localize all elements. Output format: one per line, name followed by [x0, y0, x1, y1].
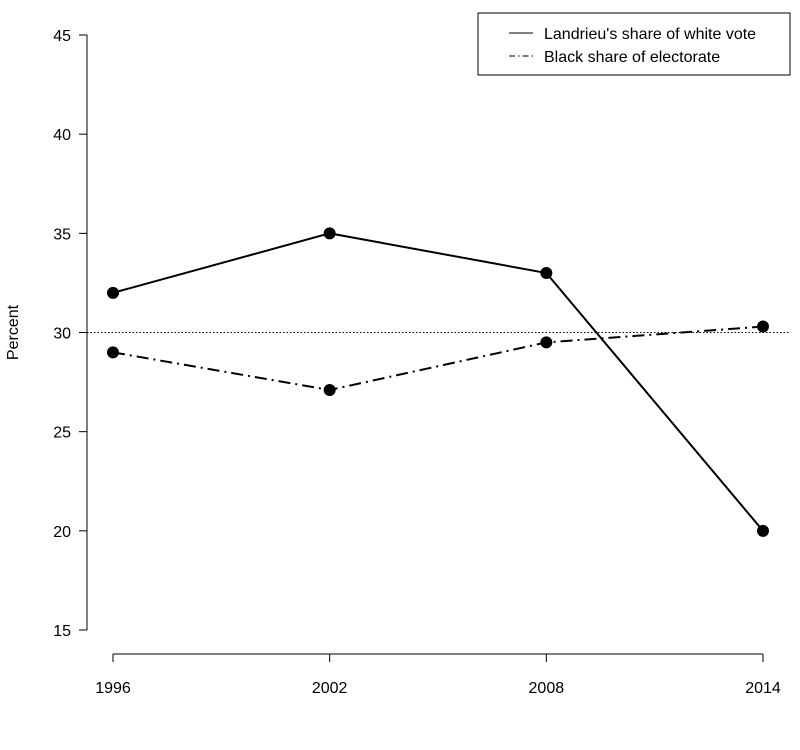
legend-label: Black share of electorate	[544, 49, 720, 66]
series-line	[112, 232, 764, 532]
legend-label: Landrieu's share of white vote	[544, 26, 756, 43]
legend-box	[477, 12, 791, 76]
x-tick-label: 2014	[745, 680, 781, 697]
y-tick-label: 25	[53, 425, 71, 442]
data-point	[107, 346, 119, 359]
y-axis: 15 20 25 30 35 40 45	[53, 28, 88, 640]
data-point	[107, 286, 119, 299]
x-axis: 1996 2002 2008 2014	[95, 653, 781, 697]
y-tick-label: 30	[53, 326, 71, 343]
x-tick-label: 2008	[529, 680, 565, 697]
legend: Landrieu's share of white vote Black shar…	[477, 12, 791, 76]
data-point	[323, 384, 336, 397]
data-point	[540, 267, 553, 279]
data-point	[323, 227, 336, 240]
data-point	[757, 524, 769, 537]
series-line	[112, 325, 764, 392]
y-tick-label: 15	[53, 623, 71, 640]
x-tick-label: 2002	[312, 680, 348, 697]
y-tick-label: 45	[53, 28, 71, 45]
x-tick-label: 1996	[95, 680, 131, 697]
y-tick-label: 20	[53, 524, 71, 541]
data-point	[540, 336, 553, 349]
y-tick-label: 35	[53, 226, 71, 243]
data-point	[757, 320, 769, 333]
series-group	[107, 227, 769, 537]
y-tick-label: 40	[53, 127, 71, 144]
y-axis-title: Percent	[5, 304, 22, 360]
